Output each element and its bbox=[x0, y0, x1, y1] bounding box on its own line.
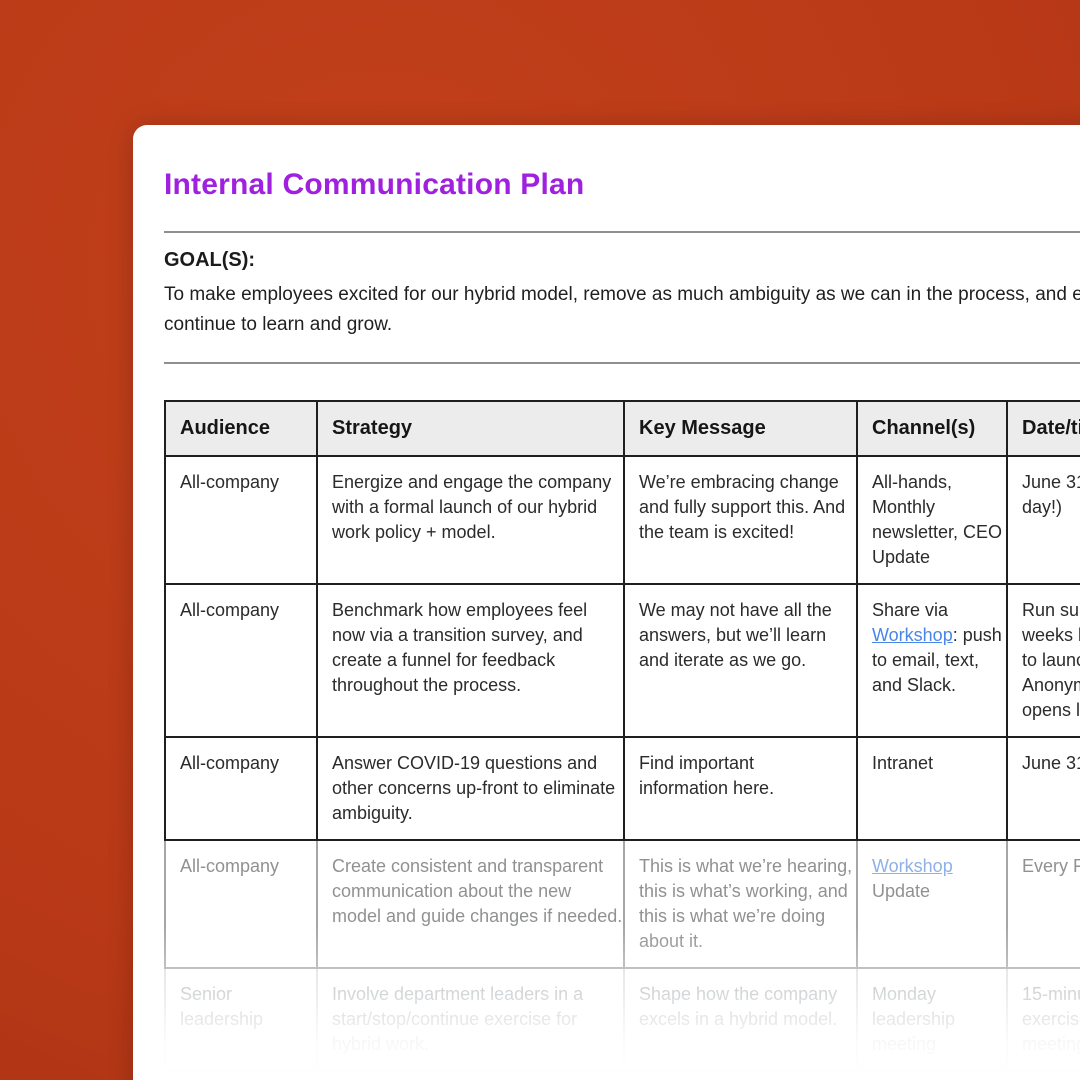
header-row: Audience Strategy Key Message Channel(s)… bbox=[164, 400, 1080, 457]
cell-audience: All-company bbox=[164, 839, 318, 969]
table-row: Senior leadership Involve department lea… bbox=[164, 967, 1080, 1072]
cell-audience: All-company bbox=[164, 736, 318, 841]
column-header-channels: Channel(s) bbox=[856, 400, 1008, 457]
cell-audience: All-company bbox=[164, 583, 318, 738]
cell-channel: Intranet bbox=[856, 736, 1008, 841]
cell-key-message: This is what we’re hearing, this is what… bbox=[623, 839, 858, 969]
cell-channel: Monday leadership meeting bbox=[856, 967, 1008, 1072]
cell-date: Run survey 2 weeks leading to launch. An… bbox=[1006, 583, 1080, 738]
table-row: All-company Energize and engage the comp… bbox=[164, 455, 1080, 585]
channel-text: Update bbox=[872, 881, 931, 901]
cell-key-message: Shape how the company excels in a hybrid… bbox=[623, 967, 858, 1072]
cell-audience: Senior leadership bbox=[164, 967, 318, 1072]
cell-channel: Share via Workshop: push to email, text,… bbox=[856, 583, 1008, 738]
cell-date: June 31 (launch day!) bbox=[1006, 455, 1080, 585]
cell-key-message: We may not have all the answers, but we’… bbox=[623, 583, 858, 738]
cell-date: Every Friday bbox=[1006, 839, 1080, 969]
channel-text: Share via bbox=[872, 600, 949, 620]
cell-strategy: Benchmark how employees feel now via a t… bbox=[316, 583, 625, 738]
channel-text: : push to email, text, and Slack. bbox=[872, 625, 1002, 695]
cell-channel: Workshop Update bbox=[856, 839, 1008, 969]
cell-audience: All-company bbox=[164, 455, 318, 585]
table-row: All-company Answer COVID-19 questions an… bbox=[164, 736, 1080, 841]
table-row: All-company Create consistent and transp… bbox=[164, 839, 1080, 969]
document-card: Internal Communication Plan GOAL(S): To … bbox=[133, 125, 1080, 1080]
cell-key-message: Find important information here. bbox=[623, 736, 858, 841]
column-header-date-timing: Date/timing bbox=[1006, 400, 1080, 457]
cell-key-message: We’re embracing change and fully support… bbox=[623, 455, 858, 585]
cell-strategy: Answer COVID-19 questions and other conc… bbox=[316, 736, 625, 841]
cell-strategy: Energize and engage the company with a f… bbox=[316, 455, 625, 585]
cell-channel: All-hands, Monthly newsletter, CEO Updat… bbox=[856, 455, 1008, 585]
goal-heading: GOAL(S): bbox=[164, 249, 256, 271]
goal-paragraph: To make employees excited for our hybrid… bbox=[164, 284, 1080, 335]
horizontal-rule-bottom bbox=[164, 362, 1080, 364]
column-header-strategy: Strategy bbox=[316, 400, 625, 457]
workshop-link[interactable]: Workshop bbox=[872, 856, 953, 876]
cell-date: June 31 bbox=[1006, 736, 1080, 841]
column-header-audience: Audience bbox=[164, 400, 318, 457]
horizontal-rule-top bbox=[164, 231, 1080, 233]
communication-plan-table: Audience Strategy Key Message Channel(s)… bbox=[164, 400, 1080, 1072]
cell-strategy: Create consistent and transparent commun… bbox=[316, 839, 625, 969]
table-row: All-company Benchmark how employees feel… bbox=[164, 583, 1080, 738]
column-header-key-message: Key Message bbox=[623, 400, 858, 457]
cell-strategy: Involve department leaders in a start/st… bbox=[316, 967, 625, 1072]
cell-date: 15-minute exercise at the meeting bbox=[1006, 967, 1080, 1072]
workshop-link[interactable]: Workshop bbox=[872, 625, 953, 645]
document-title: Internal Communication Plan bbox=[164, 168, 585, 201]
